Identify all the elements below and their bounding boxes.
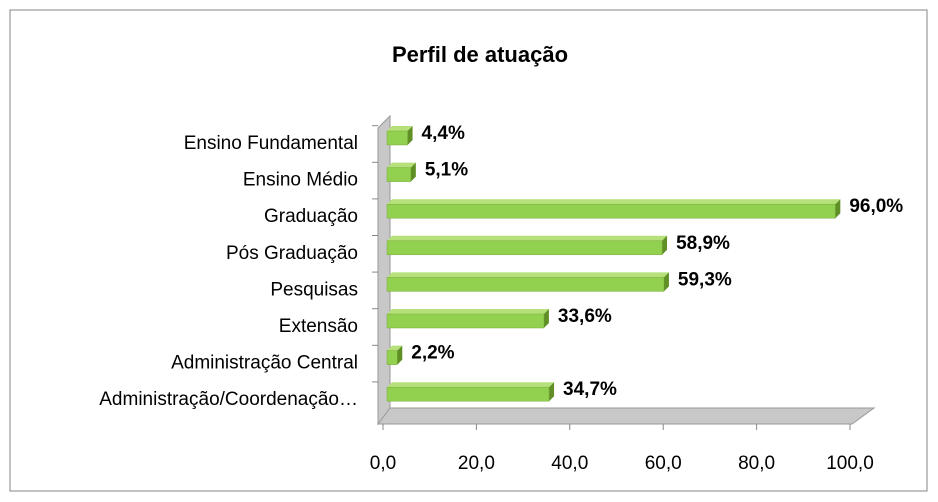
bar bbox=[386, 386, 550, 402]
x-tick-label: 20,0 bbox=[458, 453, 495, 474]
bar-side bbox=[407, 126, 413, 145]
value-label: 4,4% bbox=[422, 123, 465, 144]
bar-top bbox=[387, 345, 403, 351]
value-label: 34,7% bbox=[563, 379, 617, 400]
y-tick-label: Graduação bbox=[264, 206, 358, 227]
x-tick-label: 40,0 bbox=[551, 453, 588, 474]
bar-top bbox=[387, 235, 668, 241]
x-tick-label: 0,0 bbox=[370, 453, 396, 474]
bar bbox=[386, 203, 836, 219]
bar-top bbox=[387, 199, 841, 205]
value-label: 5,1% bbox=[425, 160, 468, 181]
bar-top bbox=[387, 382, 555, 388]
x-tick-label: 80,0 bbox=[738, 453, 775, 474]
bar bbox=[386, 167, 412, 182]
y-tick-label: Ensino Médio bbox=[243, 170, 358, 191]
bar-top bbox=[387, 272, 669, 278]
bar-side bbox=[397, 345, 403, 365]
bar-top bbox=[387, 162, 416, 168]
y-tick-label: Administração/Coordenação… bbox=[99, 389, 358, 410]
y-tick-label: Pesquisas bbox=[270, 279, 358, 300]
bar-top bbox=[387, 309, 549, 314]
bar bbox=[386, 277, 665, 292]
bar-side bbox=[410, 162, 416, 182]
value-label: 58,9% bbox=[676, 233, 730, 254]
value-label: 33,6% bbox=[558, 306, 612, 327]
bar-side bbox=[543, 309, 549, 328]
y-tick-label: Extensão bbox=[279, 316, 358, 337]
bar bbox=[386, 240, 663, 256]
y-tick-label: Administração Central bbox=[171, 353, 358, 374]
value-label: 96,0% bbox=[849, 196, 903, 217]
value-label: 59,3% bbox=[678, 269, 732, 290]
chart-title: Perfil de atuação bbox=[392, 42, 568, 67]
bar bbox=[386, 313, 545, 329]
floor bbox=[377, 407, 876, 425]
x-tick-label: 100,0 bbox=[826, 453, 874, 474]
left-wall bbox=[377, 114, 391, 426]
bar-top bbox=[387, 126, 413, 131]
bar bbox=[386, 130, 408, 146]
bar bbox=[386, 350, 398, 365]
value-label: 2,2% bbox=[411, 343, 454, 364]
bar-side bbox=[662, 235, 668, 255]
y-tick-label: Ensino Fundamental bbox=[184, 133, 358, 154]
bar-side bbox=[663, 272, 669, 292]
bar-side bbox=[549, 382, 555, 402]
y-tick-label: Pós Graduação bbox=[226, 243, 358, 264]
x-tick-label: 60,0 bbox=[645, 453, 682, 474]
bar-side bbox=[835, 199, 841, 219]
